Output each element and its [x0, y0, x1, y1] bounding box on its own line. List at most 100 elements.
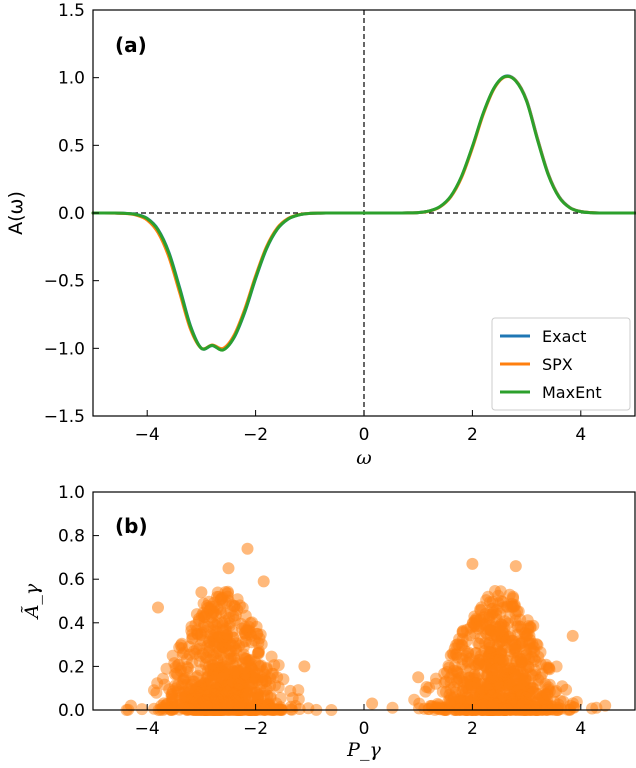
scatter-point	[474, 632, 487, 645]
legend-box	[491, 317, 631, 411]
x-tick-label: −4	[135, 425, 160, 445]
scatter-point	[250, 627, 263, 640]
scatter-point	[526, 682, 539, 695]
scatter-point	[366, 697, 379, 710]
panel-b-y-axis-label: Ã_γ	[21, 583, 43, 620]
scatter-point	[412, 671, 425, 684]
y-tick-label: 0.0	[58, 204, 85, 224]
scatter-point	[550, 685, 563, 697]
scatter-point	[239, 609, 252, 622]
scatter-point	[534, 646, 547, 659]
scatter-point	[165, 690, 178, 703]
scatter-point	[238, 621, 251, 633]
panel-a-x-axis-label: ω	[356, 447, 372, 469]
scatter-point	[491, 677, 504, 690]
scatter-point	[440, 686, 452, 698]
panel-b-scatter-points	[120, 542, 612, 716]
y-tick-label: 0.0	[58, 701, 85, 721]
scatter-point	[256, 677, 269, 690]
panel-a-y-axis-label: A(ω)	[5, 191, 27, 235]
scatter-point	[472, 668, 485, 681]
scatter-point	[136, 703, 148, 716]
x-tick-label: 0	[359, 719, 370, 739]
scatter-point	[298, 660, 311, 673]
scatter-point	[490, 663, 503, 676]
y-tick-label: −0.5	[44, 272, 85, 292]
legend-label-spx: SPX	[542, 355, 573, 374]
scatter-point	[177, 674, 190, 687]
scatter-point	[292, 693, 305, 706]
x-tick-label: −4	[135, 719, 160, 739]
series-line-maxent	[91, 74, 636, 352]
scatter-point	[221, 628, 234, 641]
scatter-point	[516, 680, 529, 693]
scatter-point	[152, 601, 164, 614]
panel-b-x-axis-label: P_γ	[346, 739, 381, 761]
x-tick-label: 0	[359, 425, 370, 445]
scatter-point	[496, 654, 509, 667]
scatter-point	[192, 614, 205, 627]
scatter-point	[252, 646, 265, 659]
scatter-point	[195, 629, 207, 641]
panel-b-label: (b)	[115, 514, 148, 538]
scatter-point	[272, 659, 285, 672]
scatter-point	[168, 668, 181, 681]
scatter-point	[200, 700, 213, 713]
scatter-point	[228, 666, 241, 679]
scatter-point	[566, 629, 579, 642]
scatter-point	[261, 689, 274, 702]
scatter-point	[266, 667, 278, 680]
y-tick-label: −1.0	[44, 339, 85, 359]
x-tick-label: 2	[467, 425, 478, 445]
scatter-point	[552, 698, 565, 711]
panel-a-x-ticks: −4 −2 0 2 4	[135, 410, 586, 445]
x-tick-label: 4	[575, 425, 586, 445]
scatter-point	[493, 625, 506, 638]
scatter-point	[447, 664, 460, 677]
scatter-point	[241, 542, 254, 555]
scatter-point	[151, 677, 164, 690]
scatter-point	[566, 697, 579, 710]
scatter-point	[503, 611, 516, 624]
scatter-point	[222, 587, 234, 600]
scatter-point	[523, 629, 536, 642]
scatter-point	[225, 639, 238, 652]
scatter-point	[166, 649, 179, 662]
scatter-point	[507, 600, 520, 613]
scatter-point	[246, 700, 259, 713]
scatter-point	[450, 696, 463, 709]
scatter-point	[240, 687, 253, 700]
scatter-point	[222, 698, 235, 710]
scatter-point	[239, 667, 252, 680]
panel-a-legend: Exact SPX MaxEnt	[491, 317, 631, 411]
scatter-point	[386, 701, 399, 714]
scatter-point	[448, 642, 461, 655]
scatter-point	[519, 658, 531, 671]
scatter-point	[211, 590, 223, 603]
scatter-point	[150, 686, 163, 699]
scatter-point	[509, 560, 522, 573]
scatter-point	[182, 703, 195, 715]
y-tick-label: 1.5	[58, 1, 85, 21]
scatter-point	[251, 687, 264, 700]
scatter-point	[483, 646, 496, 659]
scatter-point	[486, 596, 499, 608]
x-tick-label: 4	[575, 719, 586, 739]
scatter-point	[487, 700, 500, 713]
y-tick-label: 0.2	[58, 657, 85, 677]
x-tick-label: 2	[467, 719, 478, 739]
scatter-point	[232, 678, 245, 691]
y-tick-label: 0.8	[58, 527, 85, 547]
legend-label-exact: Exact	[542, 327, 586, 346]
scatter-point	[200, 608, 213, 620]
scatter-point	[599, 699, 612, 712]
y-tick-label: 0.5	[58, 136, 85, 156]
scatter-point	[455, 674, 468, 687]
y-tick-label: 0.6	[58, 570, 85, 590]
scatter-point	[466, 557, 479, 570]
y-tick-label: 1.0	[58, 483, 85, 503]
scatter-point	[420, 681, 433, 693]
scatter-point	[497, 601, 510, 614]
scatter-point	[248, 669, 261, 682]
